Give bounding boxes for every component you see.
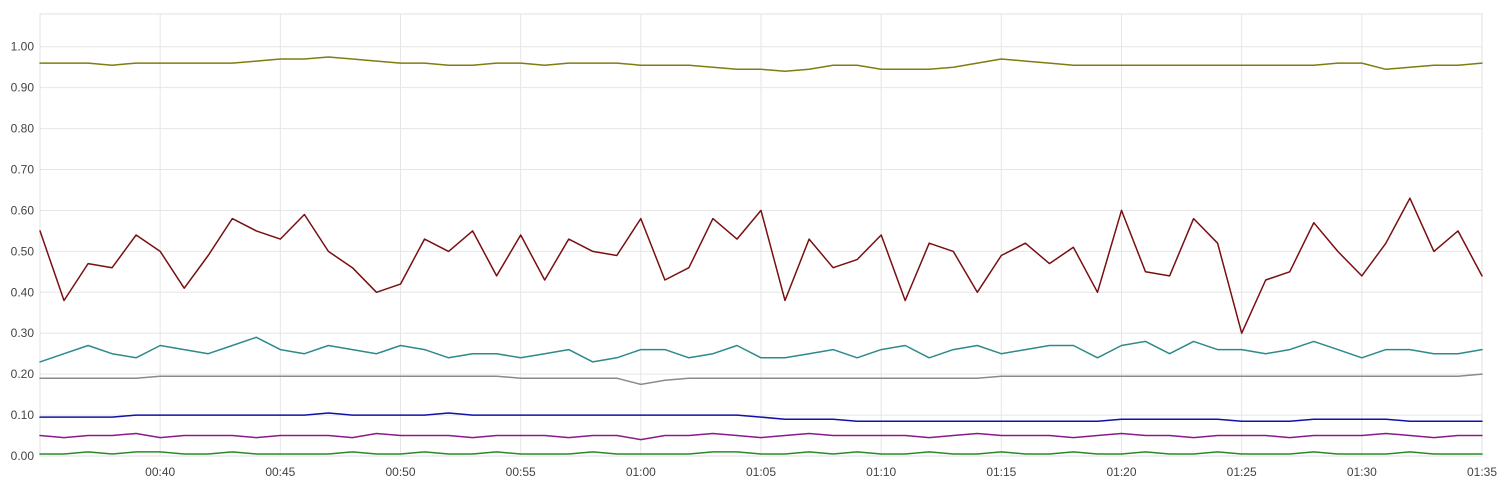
y-tick-label: 0.20	[11, 367, 35, 381]
y-tick-label: 0.10	[11, 408, 35, 422]
y-tick-label: 0.60	[11, 203, 35, 217]
x-tick-label: 01:10	[866, 465, 896, 479]
series-layer	[39, 56, 1483, 455]
series-line-4	[39, 412, 1483, 422]
x-axis-ticks: 00:40 00:45 00:50 00:55 01:00 01:05 01:10 01:15…	[145, 465, 1497, 479]
y-tick-label: 0.90	[11, 81, 35, 95]
x-tick-label: 00:50	[385, 465, 415, 479]
x-tick-label: 01:30	[1347, 465, 1377, 479]
y-tick-label: 1.00	[11, 40, 35, 54]
y-axis-ticks: 0.00 0.10 0.20 0.30 0.40 0.50 0.60 0.70 0.80 0.90…	[11, 40, 35, 463]
series-line-1	[39, 197, 1483, 334]
series-line-0	[39, 56, 1483, 73]
x-tick-label: 01:35	[1467, 465, 1497, 479]
y-tick-label: 0.00	[11, 449, 35, 463]
y-tick-label: 0.50	[11, 244, 35, 258]
x-tick-label: 00:40	[145, 465, 175, 479]
plot-frame	[39, 13, 1483, 457]
y-tick-label: 0.40	[11, 285, 35, 299]
grid-layer	[39, 13, 1483, 457]
x-tick-label: 01:15	[986, 465, 1016, 479]
series-line-5	[39, 432, 1483, 441]
x-tick-label: 01:00	[626, 465, 656, 479]
x-tick-label: 00:45	[265, 465, 295, 479]
x-tick-label: 01:20	[1106, 465, 1136, 479]
x-tick-label: 00:55	[506, 465, 536, 479]
y-tick-label: 0.80	[11, 122, 35, 136]
y-tick-label: 0.30	[11, 326, 35, 340]
series-line-2	[39, 336, 1483, 363]
series-line-3	[39, 373, 1483, 386]
x-tick-label: 01:05	[746, 465, 776, 479]
x-tick-label: 01:25	[1227, 465, 1257, 479]
y-tick-label: 0.70	[11, 163, 35, 177]
series-line-6	[39, 451, 1483, 455]
